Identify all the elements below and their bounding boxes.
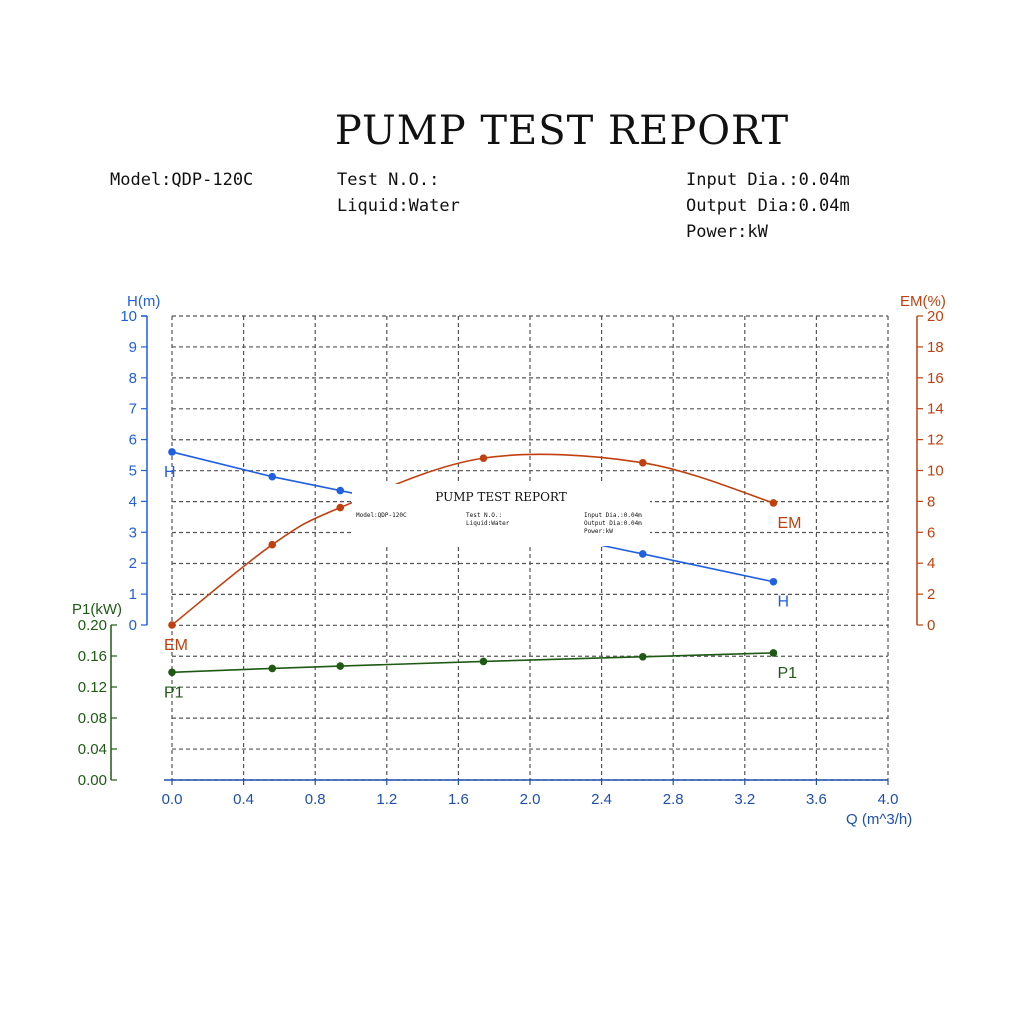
series-line-em: [171, 453, 774, 626]
em-axis-tick-label: 4: [927, 555, 935, 572]
em-axis-title: EM(%): [900, 293, 946, 310]
power-label: Power:kW: [686, 222, 768, 242]
data-point-p1: [336, 662, 345, 670]
data-point-em: [268, 540, 277, 549]
x-axis-tick-label: 2.8: [663, 791, 684, 808]
x-axis-tick-label: 1.2: [376, 791, 397, 808]
h-axis-tick-label: 8: [129, 370, 137, 387]
h-axis-tick-label: 3: [129, 524, 137, 541]
h-axis-tick-label: 7: [129, 401, 137, 418]
inset-output-dia: Output Dia:0.04m: [584, 520, 642, 527]
series-line-p1: [171, 652, 774, 674]
x-axis-tick-label: 3.2: [734, 791, 755, 808]
x-axis-tick-label: 4.0: [878, 791, 899, 808]
h-axis-tick-label: 9: [129, 339, 137, 356]
em-axis-tick-label: 12: [927, 432, 944, 449]
data-point-h: [268, 472, 277, 481]
series-label-h-end: H: [777, 594, 789, 611]
p1-axis-title: P1(kW): [72, 601, 122, 618]
data-point-p1: [268, 664, 277, 673]
series-label-h-start: H: [164, 464, 176, 481]
em-axis-tick-label: 18: [927, 339, 944, 356]
h-axis-tick-label: 2: [129, 555, 137, 572]
model-label: Model:QDP-120C: [110, 170, 254, 190]
em-axis-tick-label: 10: [927, 463, 944, 480]
em-axis-tick-label: 14: [927, 401, 944, 418]
x-axis-tick-label: 1.6: [448, 791, 469, 808]
h-axis-tick-label: 6: [129, 432, 137, 449]
data-point-em: [479, 454, 488, 462]
output-dia-label: Output Dia:0.04m: [686, 196, 850, 216]
input-dia-label: Input Dia.:0.04m: [686, 170, 850, 190]
inset-liquid: Liquid:Water: [466, 520, 510, 527]
data-point-em: [769, 499, 778, 507]
inset-model: Model:QDP-120C: [356, 512, 407, 519]
data-point-p1: [479, 657, 488, 666]
em-axis-tick-label: 6: [927, 524, 935, 541]
em-axis-tick-label: 16: [927, 370, 944, 387]
data-point-h: [769, 577, 778, 586]
series-label-p1-start: P1: [164, 684, 184, 701]
h-axis-tick-label: 4: [129, 493, 137, 510]
series-label-em-end: EM: [777, 515, 801, 532]
x-axis-tick-label: 3.6: [806, 791, 827, 808]
p1-axis-tick-label: 0.20: [78, 617, 107, 634]
h-axis-tick-label: 10: [120, 308, 137, 325]
inset-title: PUMP TEST REPORT: [435, 490, 567, 504]
h-axis-tick-label: 5: [129, 463, 137, 480]
x-axis-tick-label: 2.0: [520, 791, 541, 808]
p1-axis-tick-label: 0.12: [78, 679, 107, 696]
data-point-h: [336, 486, 345, 495]
data-point-p1: [168, 668, 176, 677]
x-axis-tick-label: 0.0: [162, 791, 183, 808]
em-axis-tick-label: 2: [927, 586, 935, 603]
h-axis-tick-label: 1: [129, 586, 137, 603]
x-axis-tick-label: 0.8: [305, 791, 326, 808]
inset-power: Power:kW: [584, 528, 613, 535]
h-axis-tick-label: 0: [129, 617, 137, 634]
test-no-label: Test N.O.:: [337, 170, 440, 190]
p1-axis-tick-label: 0.08: [78, 710, 107, 727]
x-axis-title: Q (m^3/h): [846, 811, 912, 828]
report-title: PUMP TEST REPORT: [334, 108, 790, 154]
data-point-em: [336, 503, 345, 512]
em-axis-tick-label: 0: [927, 617, 935, 634]
data-point-p1: [769, 649, 778, 657]
liquid-label: Liquid:Water: [337, 196, 460, 216]
data-point-h: [638, 550, 647, 558]
inset-input-dia: Input Dia.:0.04m: [584, 512, 642, 519]
em-axis-tick-label: 8: [927, 493, 935, 510]
em-axis-tick-label: 20: [927, 308, 944, 325]
p1-axis-tick-label: 0.04: [78, 741, 107, 758]
series-label-em-start: EM: [164, 637, 188, 654]
inset-report-overlay: PUMP TEST REPORT Model:QDP-120C Test N.O…: [352, 484, 650, 546]
p1-axis-tick-label: 0.00: [78, 772, 107, 789]
inset-test-no: Test N.O.:: [466, 512, 503, 519]
data-point-p1: [638, 652, 647, 661]
p1-axis-tick-label: 0.16: [78, 648, 107, 665]
h-axis-title: H(m): [127, 293, 160, 310]
data-point-em: [638, 458, 647, 467]
series-label-p1-end: P1: [777, 665, 797, 682]
x-axis-tick-label: 0.4: [233, 791, 254, 808]
data-point-h: [168, 448, 176, 456]
data-point-em: [168, 621, 176, 629]
x-axis-tick-label: 2.4: [591, 791, 612, 808]
